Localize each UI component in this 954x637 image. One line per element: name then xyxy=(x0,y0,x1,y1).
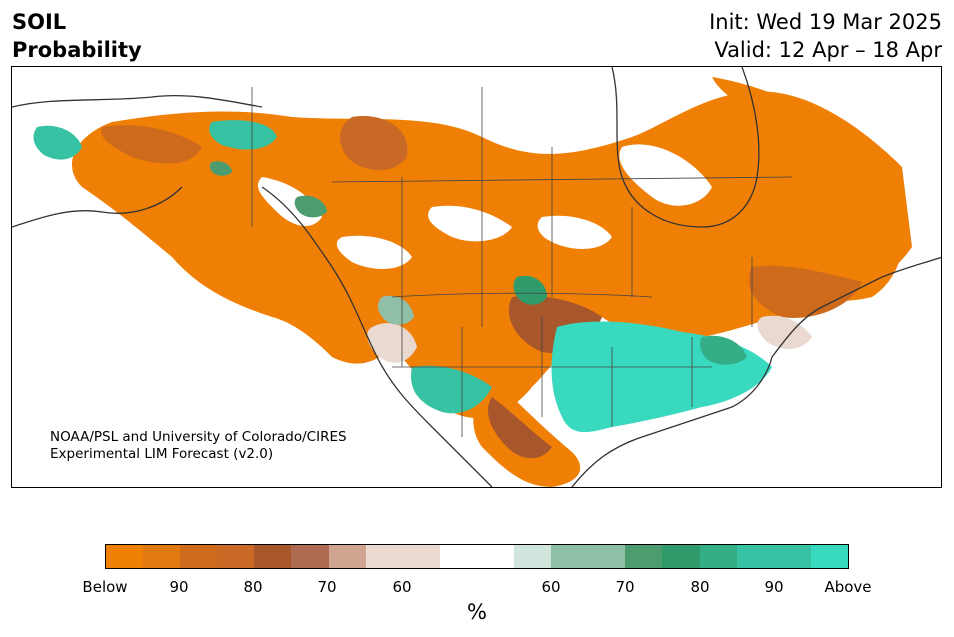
neutral-shading xyxy=(257,144,812,363)
credit-line-2: Experimental LIM Forecast (v2.0) xyxy=(50,446,274,462)
colorbar-swatch xyxy=(439,545,477,568)
colorbar-tick-above-80: 80 xyxy=(690,578,710,596)
colorbar-swatch xyxy=(551,545,589,568)
above-probability-shading xyxy=(33,120,772,433)
colorbar-swatch xyxy=(810,545,848,568)
colorbar-tick-below-60: 60 xyxy=(392,578,412,596)
colorbar-swatch xyxy=(699,545,737,568)
colorbar-swatch xyxy=(736,545,774,568)
colorbar-tick-above-70: 70 xyxy=(615,578,635,596)
colorbar-tick-above: Above xyxy=(824,578,872,596)
colorbar-swatch xyxy=(106,545,144,568)
valid-range: Valid: 12 Apr – 18 Apr xyxy=(714,38,942,62)
colorbar-swatch xyxy=(476,545,515,568)
colorbar-unit: % xyxy=(467,600,487,624)
below-probability-shading xyxy=(72,77,912,487)
colorbar-swatch xyxy=(588,545,626,568)
colorbar-swatch xyxy=(217,545,255,568)
colorbar-swatch xyxy=(328,545,366,568)
map-svg xyxy=(12,67,941,487)
credit-line-1: NOAA/PSL and University of Colorado/CIRE… xyxy=(50,429,347,445)
colorbar-swatch xyxy=(773,545,811,568)
colorbar-swatch xyxy=(180,545,218,568)
colorbar-tick-below-80: 80 xyxy=(243,578,263,596)
colorbar-swatch xyxy=(625,545,663,568)
colorbar-swatch xyxy=(402,545,440,568)
init-date: Init: Wed 19 Mar 2025 xyxy=(709,10,942,34)
forecast-map: NOAA/PSL and University of Colorado/CIRE… xyxy=(11,66,942,488)
colorbar-tick-above-60: 60 xyxy=(541,578,561,596)
colorbar-swatch xyxy=(662,545,700,568)
political-boundaries xyxy=(251,87,793,437)
colorbar-tick-above-90: 90 xyxy=(764,578,784,596)
credit-text: NOAA/PSL and University of Colorado/CIRE… xyxy=(50,429,347,463)
colorbar-swatch xyxy=(254,545,292,568)
title-line-1: SOIL xyxy=(12,10,67,34)
colorbar-tick-below-70: 70 xyxy=(317,578,337,596)
coastlines xyxy=(12,67,941,487)
title-line-2: Probability xyxy=(12,38,142,62)
colorbar-swatch xyxy=(514,545,552,568)
colorbar-tick-below-90: 90 xyxy=(169,578,189,596)
colorbar-swatch xyxy=(143,545,181,568)
colorbar-swatch xyxy=(291,545,329,568)
probability-colorbar xyxy=(105,544,849,569)
forecast-dates: Init: Wed 19 Mar 2025 Valid: 12 Apr – 18… xyxy=(709,8,942,64)
map-title: SOIL Probability xyxy=(12,8,142,64)
colorbar-swatch xyxy=(365,545,403,568)
colorbar-tick-below: Below xyxy=(82,578,128,596)
